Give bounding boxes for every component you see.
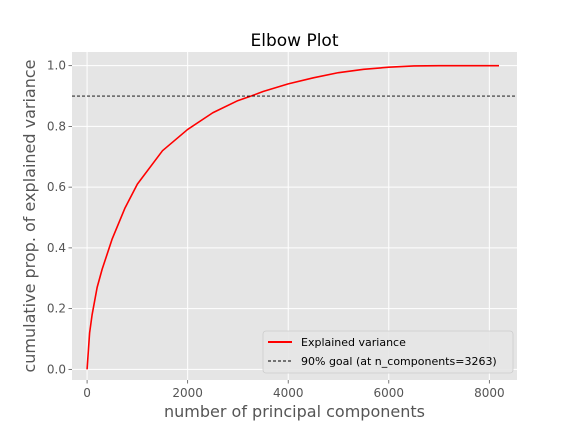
x-tick-label: 2000 (172, 386, 203, 400)
series-layer (72, 64, 517, 370)
legend-box (262, 330, 514, 374)
legend-label-explained-variance: Explained variance (301, 336, 406, 349)
x-tick-label: 8000 (474, 386, 505, 400)
chart-title: Elbow Plot (250, 31, 338, 51)
ticks: 0 2000 4000 6000 8000 0.0 0.2 0.4 0.6 0.8 1.0 (47, 59, 505, 400)
series-line-explained-variance (86, 64, 499, 370)
x-tick-label: 6000 (374, 386, 405, 400)
y-axis-label: cumulative prop. of explained variance (20, 59, 39, 372)
y-tick-label: 0.8 (47, 119, 66, 133)
legend: Explained variance 90% goal (at n_compon… (262, 330, 514, 374)
x-tick-label: 4000 (273, 386, 304, 400)
y-tick-label: 0.2 (47, 302, 66, 316)
plot-background (72, 52, 517, 380)
x-axis-label: number of principal components (164, 402, 425, 421)
x-tick-label: 0 (83, 386, 91, 400)
legend-label-goal: 90% goal (at n_components=3263) (301, 355, 497, 368)
y-tick-label: 1.0 (47, 59, 66, 73)
y-tick-label: 0.6 (47, 180, 66, 194)
y-tick-label: 0.0 (47, 362, 66, 376)
y-tick-label: 0.4 (47, 241, 66, 255)
